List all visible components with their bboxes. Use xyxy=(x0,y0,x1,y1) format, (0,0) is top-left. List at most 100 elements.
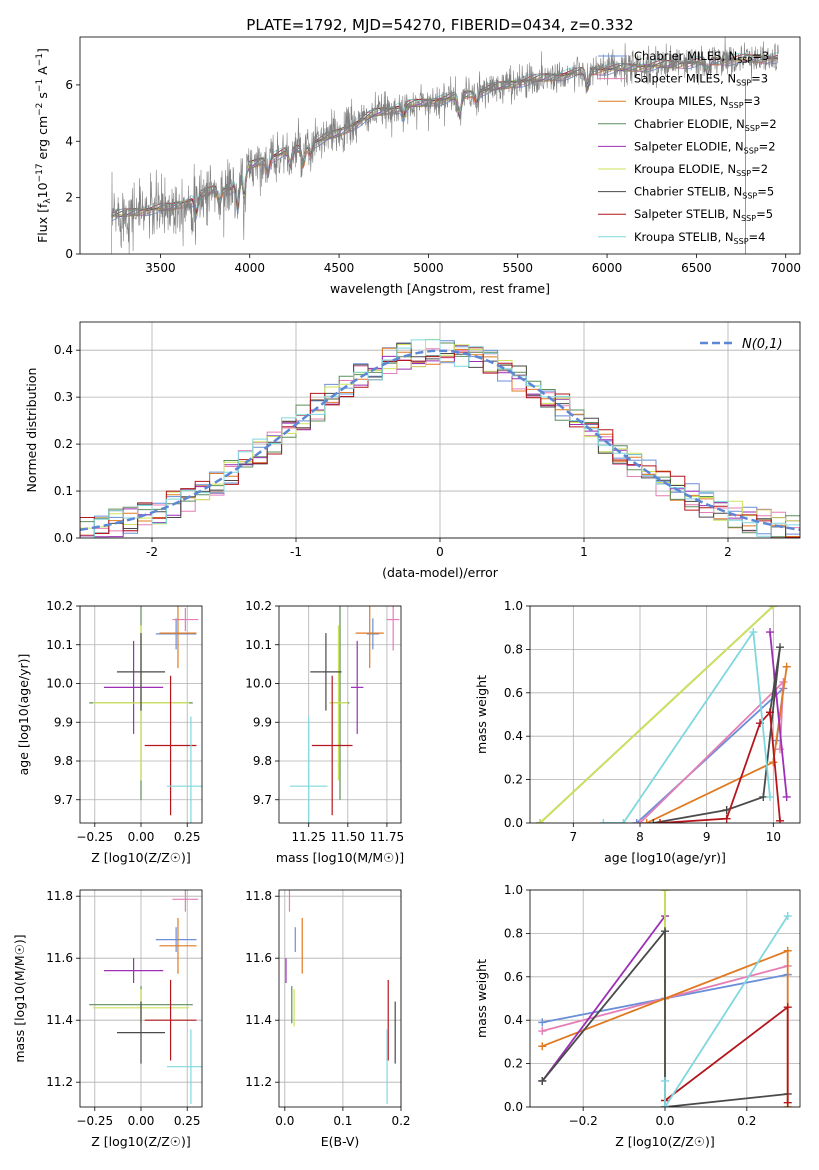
p1-axes: −0.25 0.00 0.25 9.7 9.8 9.9 10.0 10.1 10.2 Z [log… xyxy=(16,599,203,865)
legend-subscript: SSP xyxy=(737,56,752,65)
legend-text: Chabrier ELODIE, N xyxy=(634,117,745,131)
hist-legend-label: N(0,1) xyxy=(742,337,783,352)
mass-weight-line xyxy=(639,679,785,823)
x-tick-label: 11.50 xyxy=(331,830,365,844)
mass-weight-marker xyxy=(536,819,544,823)
y-label-part: −17 xyxy=(35,163,45,182)
y-label-part: −2 xyxy=(35,103,45,116)
y-tick-label: 9.9 xyxy=(54,715,73,729)
mass-weight-marker xyxy=(661,890,669,894)
legend-text: Kroupa ELODIE, N xyxy=(634,162,736,176)
axes-frame xyxy=(79,605,203,824)
spectrum-y-label: Flux [fλ10−17 erg cm−2 s−1 A−1] xyxy=(35,48,53,243)
p5-axes: 0.0 0.1 0.2 11.2 11.4 11.6 11.8 E(B-V) xyxy=(245,889,410,1149)
x-tick-label: 7 xyxy=(570,830,578,844)
legend-label: Kroupa STELIB, NSSP=4 xyxy=(634,230,765,246)
x-tick-label: 0.25 xyxy=(174,830,201,844)
mass-weight-marker xyxy=(782,662,791,671)
axes-frame xyxy=(79,321,801,539)
legend-subscript: SSP xyxy=(745,124,760,133)
p3-y-label: mass weight xyxy=(474,675,489,754)
error-bars xyxy=(289,606,400,823)
y-tick-label: 0.0 xyxy=(504,816,523,830)
legend-subscript: SSP xyxy=(734,237,749,246)
x-tick-label: 9 xyxy=(703,830,711,844)
x-tick-label: 0.0 xyxy=(655,1114,674,1128)
mass-weight-marker xyxy=(661,1076,669,1085)
y-label-part: s xyxy=(35,92,50,103)
y-tick-label: 11.4 xyxy=(245,1013,272,1027)
spectrum-axes: 3500 4000 4500 5000 5500 6000 6500 7000 0 2 4 6 wave… xyxy=(35,36,801,296)
mass-weight-marker xyxy=(619,819,628,823)
x-tick-label: 5000 xyxy=(413,261,444,275)
mass-weight-marker xyxy=(783,946,792,955)
y-tick-label: 11.6 xyxy=(245,951,272,965)
y-tick-label: 9.7 xyxy=(253,793,272,807)
x-tick-label: −0.25 xyxy=(76,830,113,844)
y-tick-label: 11.2 xyxy=(245,1075,272,1089)
model-spectra xyxy=(111,37,779,254)
histograms xyxy=(80,338,800,538)
legend-subscript: SSP xyxy=(741,214,756,223)
p6-axes: −0.2 0.0 0.2 0.0 0.2 0.4 0.6 0.8 1.0 Z [log10(Z/Z… xyxy=(474,883,801,1149)
y-label-part: Flux [f xyxy=(35,203,50,243)
legend-tail: =2 xyxy=(760,117,777,131)
y-tick-label: 4 xyxy=(65,134,73,148)
y-tick-label: 9.8 xyxy=(253,754,272,768)
legend-tail: =5 xyxy=(757,185,774,199)
legend-tail: =3 xyxy=(744,94,761,108)
x-tick-label: 6000 xyxy=(592,261,623,275)
y-tick-label: 0.3 xyxy=(54,390,73,404)
mass-weight-marker xyxy=(769,758,778,767)
axes-frame xyxy=(529,605,801,824)
p2-axes: 11.25 11.50 11.75 9.7 9.8 9.9 10.0 10.1 10.2 mass… xyxy=(245,599,404,865)
y-label-part: A xyxy=(35,66,50,79)
p1-x-label: Z [log10(Z/Z☉)] xyxy=(91,850,191,865)
mass-weight-marker xyxy=(769,606,778,610)
figure-title: PLATE=1792, MJD=54270, FIBERID=0434, z=0… xyxy=(246,16,633,34)
p2-x-label: mass [log10(M/M☉)] xyxy=(276,850,404,865)
y-label-part: 10 xyxy=(35,182,50,198)
p4-axes: −0.25 0.00 0.25 11.2 11.4 11.6 11.8 Z [log10(Z/… xyxy=(12,889,203,1149)
legend-tail: =3 xyxy=(751,72,768,86)
x-tick-label: 0.00 xyxy=(128,830,155,844)
y-tick-label: 0.2 xyxy=(54,437,73,451)
axes-frame xyxy=(278,605,402,824)
mass-weight-marker xyxy=(783,912,792,921)
error-bars xyxy=(89,890,202,1104)
mass-weight-line xyxy=(541,915,666,1082)
x-tick-label: 7000 xyxy=(770,261,801,275)
legend-tail: =3 xyxy=(752,49,769,63)
legend-subscript: SSP xyxy=(729,101,744,110)
y-tick-label: 0.6 xyxy=(504,970,523,984)
y-label-part: −1 xyxy=(35,79,45,92)
y-tick-label: 2 xyxy=(65,191,73,205)
p4-x-label: Z [log10(Z/Z☉)] xyxy=(91,1134,191,1149)
error-bars xyxy=(285,890,396,1104)
x-tick-label: 0.25 xyxy=(174,1114,201,1128)
y-label-part: erg cm xyxy=(35,116,50,164)
x-tick-label: 2 xyxy=(724,545,732,559)
mass-weight-marker xyxy=(661,927,669,936)
x-tick-label: 6500 xyxy=(681,261,712,275)
x-tick-label: -1 xyxy=(290,545,302,559)
axes-frame xyxy=(278,889,402,1108)
mass-weight-lines xyxy=(536,606,791,823)
mass-weight-marker xyxy=(766,628,774,637)
legend-text: Chabrier STELIB, N xyxy=(634,185,742,199)
y-tick-label: 0.4 xyxy=(504,729,523,743)
y-tick-label: 0.8 xyxy=(504,926,523,940)
p1-y-label: age [log10(age/yr)] xyxy=(16,654,31,776)
y-tick-label: 11.2 xyxy=(46,1075,73,1089)
y-tick-label: 0.4 xyxy=(54,343,73,357)
normal-curve xyxy=(80,349,800,532)
x-tick-label: 0.2 xyxy=(391,1114,410,1128)
y-tick-label: 1.0 xyxy=(504,883,523,897)
y-tick-label: 0.0 xyxy=(54,531,73,545)
mass-weight-marker xyxy=(632,819,641,823)
y-tick-label: 6 xyxy=(65,78,73,92)
x-tick-label: 0 xyxy=(436,545,444,559)
histogram-steps xyxy=(80,339,800,538)
legend-subscript: SSP xyxy=(744,146,759,155)
